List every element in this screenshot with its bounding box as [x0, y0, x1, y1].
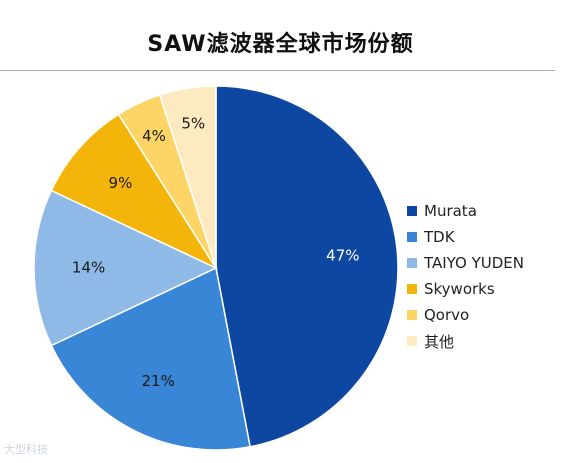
legend-swatch	[407, 284, 417, 294]
legend-label: 其他	[424, 332, 455, 351]
data-label-murata: 47%	[326, 247, 359, 265]
pie-slice-tdk	[50, 266, 251, 451]
legend-item-skyworks: Skyworks	[407, 276, 524, 302]
chart-legend: Murata TDK TAIYO YUDEN Skyworks Qorvo 其他	[407, 198, 524, 354]
legend-swatch	[407, 258, 417, 268]
watermark: 大型科技	[4, 443, 48, 456]
title-divider	[0, 70, 555, 71]
legend-item-others: 其他	[407, 328, 524, 354]
legend-item-murata: Murata	[407, 198, 524, 224]
legend-item-qorvo: Qorvo	[407, 302, 524, 328]
pie-slice-others	[158, 85, 217, 269]
data-label-taiyo-yuden: 14%	[72, 259, 105, 277]
legend-label: TAIYO YUDEN	[424, 254, 524, 272]
legend-item-tdk: TDK	[407, 224, 524, 250]
chart-title: SAW滤波器全球市场份额	[147, 32, 414, 57]
data-label-qorvo: 4%	[142, 127, 166, 145]
legend-swatch	[407, 232, 417, 242]
legend-label: Murata	[424, 202, 477, 220]
legend-swatch	[407, 336, 417, 346]
legend-swatch	[407, 310, 417, 320]
legend-label: Qorvo	[424, 306, 470, 324]
pie-slice-taiyo-yuden	[33, 189, 218, 347]
pie-slice-murata	[215, 85, 399, 448]
pie-slice-skyworks	[50, 113, 219, 270]
legend-label: Skyworks	[424, 280, 495, 298]
data-label-tdk: 21%	[141, 372, 174, 390]
data-label-skyworks: 9%	[109, 174, 133, 192]
legend-label: TDK	[424, 228, 455, 246]
data-label-others: 5%	[181, 115, 205, 133]
legend-swatch	[407, 206, 417, 216]
legend-item-taiyo-yuden: TAIYO YUDEN	[407, 250, 524, 276]
